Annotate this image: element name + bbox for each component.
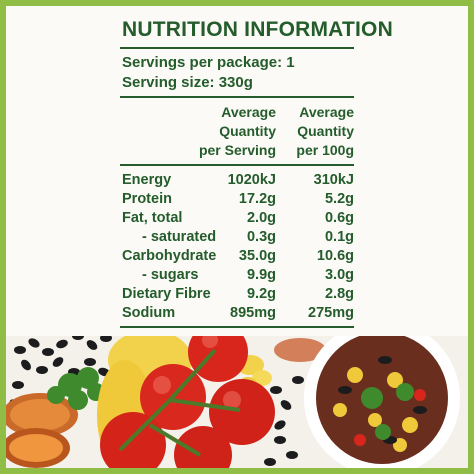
serving-divider	[120, 96, 354, 98]
nutrient-row: Dietary Fibre 9.2g 2.8g	[122, 285, 354, 304]
per-serving-value: 0.3g	[246, 229, 276, 245]
nutrient-label: Protein	[122, 191, 172, 207]
header-line: Average	[221, 104, 276, 120]
header-line: per 100g	[296, 142, 354, 158]
nutrient-label: Fat, total	[122, 210, 183, 226]
nutrient-row: - sugars 9.9g 3.0g	[122, 266, 354, 285]
per-100g-value: 3.0g	[324, 267, 354, 283]
header-line: Quantity	[219, 123, 276, 139]
nutrient-label: Energy	[122, 172, 172, 188]
per-serving-value: 2.0g	[246, 210, 276, 226]
header-line: per Serving	[198, 142, 276, 158]
per-serving-value: 17.2g	[238, 191, 276, 207]
soup-bowl-icon	[304, 320, 460, 474]
title-divider	[120, 47, 354, 49]
spice-pile	[274, 338, 326, 362]
nutrient-label: Dietary Fibre	[122, 286, 211, 302]
servings-per-package: Servings per package: 1	[122, 54, 295, 71]
per-100g-value: 0.6g	[324, 210, 354, 226]
nutrient-label: Carbohydrate	[122, 248, 217, 264]
per-100g-value: 275mg	[308, 305, 354, 321]
table-bottom-divider	[120, 326, 354, 328]
header-line: Quantity	[297, 123, 354, 139]
nutrient-label: Sodium	[122, 305, 176, 321]
per-serving-value: 895mg	[230, 305, 276, 321]
header-line: Average	[299, 104, 354, 120]
per-100g-value: 10.6g	[316, 248, 354, 264]
header-per-100g: Average Quantity per 100g	[274, 103, 354, 160]
tomato-vine-icon	[100, 322, 275, 474]
nutrient-row: - saturated 0.3g 0.1g	[122, 228, 354, 247]
per-serving-value: 9.2g	[246, 286, 276, 302]
per-100g-value: 0.1g	[324, 229, 354, 245]
nutrient-row: Energy 1020kJ 310kJ	[122, 171, 354, 190]
header-per-serving: Average Quantity per Serving	[190, 103, 276, 160]
serving-size: Serving size: 330g	[122, 74, 253, 91]
sweet-potato-icon	[2, 393, 78, 468]
nutrient-label: - sugars	[142, 267, 199, 283]
nutrient-row: Sodium 895mg 275mg	[122, 304, 354, 323]
per-100g-value: 2.8g	[324, 286, 354, 302]
per-100g-value: 310kJ	[313, 172, 354, 188]
nutrient-row: Protein 17.2g 5.2g	[122, 190, 354, 209]
per-serving-value: 1020kJ	[227, 172, 276, 188]
per-serving-value: 35.0g	[238, 248, 276, 264]
nutrient-label: - saturated	[142, 229, 217, 245]
header-divider	[120, 164, 354, 166]
per-serving-value: 9.9g	[246, 267, 276, 283]
nutrient-row: Carbohydrate 35.0g 10.6g	[122, 247, 354, 266]
nutrient-row: Fat, total 2.0g 0.6g	[122, 209, 354, 228]
nutrition-panel	[6, 6, 468, 336]
per-100g-value: 5.2g	[324, 191, 354, 207]
nutrition-title: NUTRITION INFORMATION	[122, 18, 393, 41]
